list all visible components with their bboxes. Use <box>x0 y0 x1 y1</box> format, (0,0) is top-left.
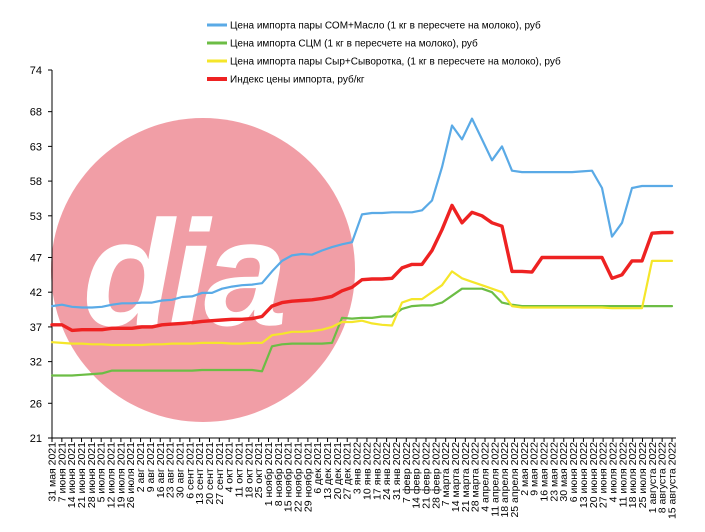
watermark-logo-text: dia <box>83 189 284 357</box>
x-tick-label: 3 янв 2022 <box>352 442 364 494</box>
x-tick-label: 30 авг 2021 <box>174 442 186 498</box>
x-tick-label: 31 янв 2022 <box>391 442 403 500</box>
x-tick-label: 9 мая 2022 <box>529 442 541 496</box>
watermark-layer: dia <box>51 118 355 422</box>
legend-label-3: Цена импорта пары Сыр+Сыворотка, (1 кг в… <box>230 56 561 68</box>
x-tick-label: 27 дек 2021 <box>342 442 354 500</box>
x-tick-label: 21 июня 2021 <box>76 442 88 508</box>
x-tick-label: 22 ноябр 2021 <box>293 442 305 512</box>
x-tick-label: 20 июня 2022 <box>588 442 600 508</box>
x-tick-label: 18 окт 2021 <box>243 442 255 498</box>
y-tick-label: 68 <box>30 107 42 119</box>
y-tick-label: 47 <box>30 252 42 264</box>
y-tick-label: 53 <box>30 211 42 223</box>
x-tick-label: 16 мая 2022 <box>539 442 551 502</box>
y-tick-label: 21 <box>30 433 42 445</box>
x-tick-label: 5 июля 2021 <box>96 442 108 503</box>
x-tick-label: 15 августа 2022 <box>667 442 679 519</box>
x-tick-label: 4 июля 2022 <box>607 442 619 503</box>
x-tick-label: 7 июня 2021 <box>56 442 68 502</box>
x-tick-label: 6 июня 2022 <box>568 442 580 502</box>
x-tick-label: 6 сент 2021 <box>184 442 196 499</box>
x-tick-label: 13 дек 2021 <box>322 442 334 500</box>
x-tick-label: 27 сент 2021 <box>214 442 226 505</box>
x-tick-label: 25 апреля 2022 <box>509 442 521 518</box>
x-tick-label: 21 марта 2022 <box>460 442 472 512</box>
x-tick-label: 1 августа 2022 <box>647 442 659 513</box>
x-tick-label: 11 окт 2021 <box>233 442 245 498</box>
y-tick-label: 32 <box>30 357 42 369</box>
x-tick-label: 27 июня 2022 <box>598 442 610 508</box>
x-tick-label: 6 дек 2021 <box>312 442 324 494</box>
x-tick-label: 13 сент 2021 <box>194 442 206 505</box>
x-tick-label: 12 июля 2021 <box>106 442 118 508</box>
x-tick-label: 7 марта 2022 <box>440 442 452 506</box>
x-tick-label: 4 окт 2021 <box>224 442 236 493</box>
x-tick-label: 23 мая 2022 <box>548 442 560 502</box>
x-tick-label: 2 мая 2022 <box>519 442 531 496</box>
x-tick-label: 25 окт 2021 <box>253 442 265 498</box>
x-tick-label: 17 янв 2022 <box>371 442 383 500</box>
y-tick-label: 37 <box>30 322 42 334</box>
legend-label-1: Цена импорта пары СОМ+Масло (1 кг в пере… <box>230 20 541 32</box>
series-line-3 <box>50 259 674 347</box>
x-tick-label: 21 февр 2022 <box>420 442 432 509</box>
x-tick-label: 8 ноябр 2021 <box>273 442 285 506</box>
legend-label-2: Цена импорта СЦМ (1 кг в пересчете на мо… <box>230 38 478 50</box>
y-tick-label: 42 <box>30 287 42 299</box>
legend-label-4: Индекс цены импорта, руб/кг <box>230 74 365 86</box>
x-tick-label: 16 авг 2021 <box>155 442 167 498</box>
x-tick-label: 14 марта 2022 <box>450 442 462 512</box>
x-tick-label: 25 июля 2022 <box>637 442 649 508</box>
x-tick-label: 11 апреля 2022 <box>489 442 501 517</box>
x-tick-label: 20 дек 2021 <box>332 442 344 500</box>
x-tick-label: 13 июня 2022 <box>578 442 590 508</box>
x-tick-label: 28 июня 2021 <box>86 442 98 508</box>
x-tick-label: 7 февр 2022 <box>401 442 413 503</box>
x-tick-label: 29 ноябр 2021 <box>302 442 314 512</box>
x-tick-label: 1 ноябр 2021 <box>263 442 275 506</box>
x-tick-label: 28 марта 2022 <box>470 442 482 512</box>
x-tick-label: 4 апреля 2022 <box>480 442 492 512</box>
x-tick-label: 24 янв 2022 <box>381 442 393 500</box>
series-layer <box>50 117 674 377</box>
x-tick-label: 31 мая 2021 <box>47 442 59 502</box>
x-tick-label: 26 июля 2021 <box>125 442 137 508</box>
series-line-1 <box>50 117 674 309</box>
x-tick-label: 9 авг 2021 <box>145 442 157 492</box>
x-tick-label: 28 февр 2022 <box>430 442 442 509</box>
series-line-4 <box>50 203 674 333</box>
y-tick-label: 74 <box>30 65 42 77</box>
x-tick-label: 8 августа 2022 <box>657 442 669 513</box>
series-line-2 <box>50 287 674 377</box>
y-tick-label: 58 <box>30 176 42 188</box>
x-tick-label: 18 апреля 2022 <box>499 442 511 518</box>
x-tick-label: 18 июля 2022 <box>627 442 639 508</box>
x-tick-label: 2 авг 2021 <box>135 442 147 492</box>
x-tick-label: 19 июля 2021 <box>115 442 127 508</box>
x-tick-label: 20 сент 2021 <box>204 442 216 505</box>
y-tick-label: 63 <box>30 141 42 153</box>
x-tick-label: 14 июня 2021 <box>66 442 78 508</box>
x-tick-label: 10 янв 2022 <box>361 442 373 500</box>
y-tick-label: 26 <box>30 398 42 410</box>
x-tick-label: 15 ноябр 2021 <box>283 442 295 512</box>
x-tick-label: 30 мая 2022 <box>558 442 570 502</box>
x-tick-label: 11 июля 2022 <box>617 442 629 508</box>
x-tick-label: 23 авг 2021 <box>165 442 177 498</box>
x-tick-label: 14 февр 2022 <box>411 442 423 509</box>
legend: Цена импорта пары СОМ+Масло (1 кг в пере… <box>207 20 561 86</box>
